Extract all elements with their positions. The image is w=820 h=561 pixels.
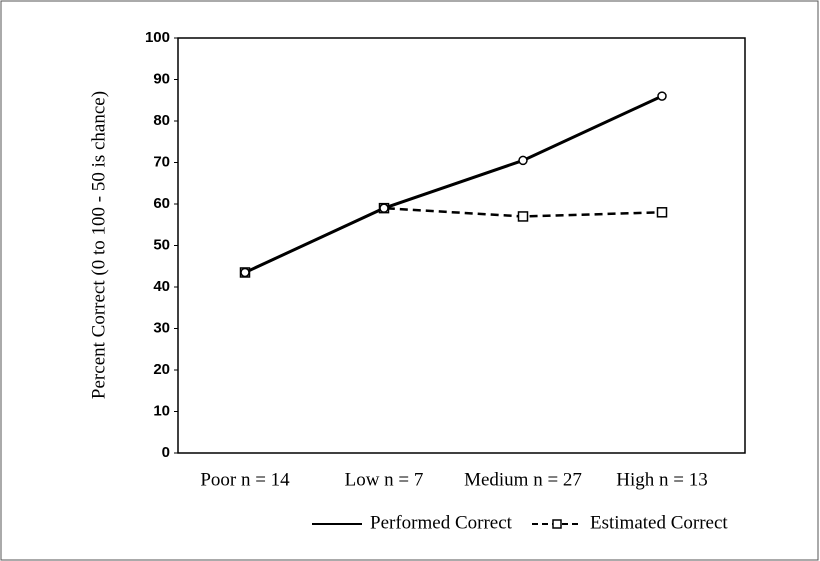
y-tick-label: 30 bbox=[153, 319, 170, 336]
x-tick-label: Poor n = 14 bbox=[200, 469, 290, 490]
y-tick-label: 10 bbox=[153, 402, 170, 419]
legend-label: Performed Correct bbox=[370, 512, 513, 533]
x-tick-label: High n = 13 bbox=[616, 469, 707, 490]
y-tick-label: 90 bbox=[153, 70, 170, 87]
y-axis-label: Percent Correct (0 to 100 - 50 is chance… bbox=[88, 91, 109, 399]
y-tick-label: 40 bbox=[153, 278, 170, 295]
marker bbox=[518, 155, 528, 166]
marker bbox=[240, 267, 250, 278]
marker bbox=[379, 203, 389, 213]
y-tick-label: 100 bbox=[145, 29, 170, 46]
y-tick-label: 70 bbox=[153, 153, 170, 170]
x-tick-label: Low n = 7 bbox=[345, 469, 424, 490]
y-tick-label: 60 bbox=[153, 195, 170, 212]
y-tick-label: 50 bbox=[153, 236, 170, 253]
y-tick-label: 20 bbox=[153, 361, 170, 378]
y-tick-label: 0 bbox=[162, 444, 170, 461]
legend-marker bbox=[552, 519, 562, 529]
marker bbox=[517, 211, 529, 222]
legend-label: Estimated Correct bbox=[590, 512, 728, 533]
marker bbox=[657, 91, 667, 101]
series-line bbox=[244, 94, 663, 274]
y-tick-label: 80 bbox=[153, 112, 170, 129]
marker bbox=[656, 207, 668, 218]
series-line bbox=[244, 206, 663, 274]
x-tick-label: Medium n = 27 bbox=[464, 469, 582, 490]
